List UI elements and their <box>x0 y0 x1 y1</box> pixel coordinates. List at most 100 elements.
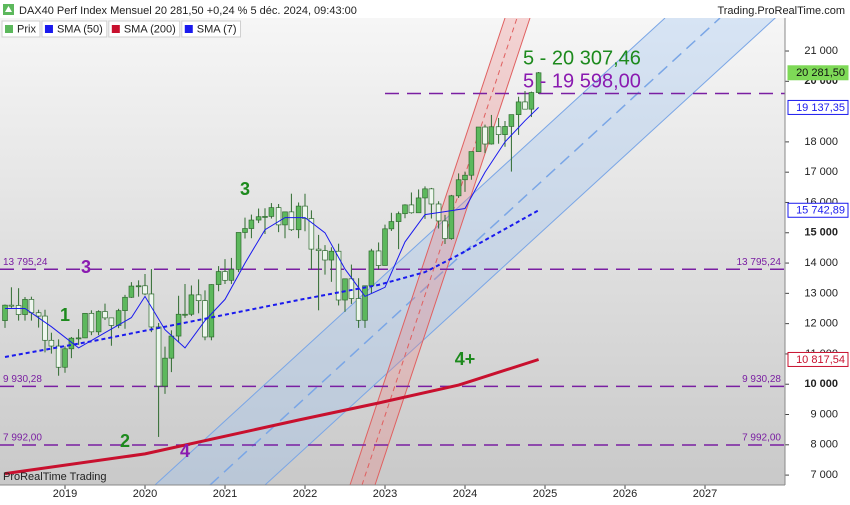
legend-label: SMA (7) <box>197 23 237 35</box>
candle-body <box>168 335 175 359</box>
annotation: 4+ <box>455 349 476 369</box>
legend-swatch <box>44 25 53 33</box>
candle-body <box>108 317 115 326</box>
price-label-box <box>787 99 849 115</box>
annotation: 3 <box>81 257 91 277</box>
candle-body <box>155 326 162 387</box>
x-tick-label: 2019 <box>53 488 77 500</box>
annotation: 1 <box>60 305 70 325</box>
price-label-box <box>787 202 849 218</box>
legend-swatch <box>5 25 13 33</box>
y-tick-label: 8 000 <box>810 439 838 451</box>
sma-line <box>5 107 539 349</box>
candle-body <box>242 228 248 233</box>
legend-box <box>181 20 242 38</box>
candle-body <box>142 285 148 295</box>
legend-swatch <box>111 25 120 33</box>
legend-label: SMA (50) <box>57 23 103 35</box>
candle-body <box>55 345 62 368</box>
level-label: 9 930,28 <box>742 374 781 385</box>
candle-body <box>355 298 362 321</box>
candle-body <box>115 310 122 326</box>
candle-body <box>282 211 288 226</box>
axis-background <box>785 18 850 485</box>
candle-body <box>475 126 482 152</box>
legend-item: SMA (50) <box>41 20 108 38</box>
candle-body <box>395 213 402 222</box>
y-tick-label: 13 000 <box>804 287 838 299</box>
candle-body <box>488 126 495 145</box>
channel-line <box>154 18 666 485</box>
x-tick-label: 2020 <box>133 488 157 500</box>
candle-body <box>408 204 415 214</box>
candle-body <box>28 299 35 314</box>
candle-body <box>162 357 168 387</box>
candle-body <box>342 278 348 301</box>
header-title: DAX40 Perf Index Mensuel 20 281,50 +0,24… <box>19 5 357 17</box>
legend-label: Prix <box>17 23 36 35</box>
channel-line <box>264 18 776 485</box>
candle-body <box>508 114 515 127</box>
candle-body <box>228 269 235 281</box>
x-tick-label: 2022 <box>293 488 317 500</box>
candle-body <box>268 207 275 217</box>
candle-body <box>175 313 182 337</box>
candle-body <box>368 250 375 287</box>
candle-body <box>95 311 102 333</box>
x-tick-label: 2021 <box>213 488 237 500</box>
candle-body <box>422 188 428 199</box>
level-label: 7 992,00 <box>3 433 42 444</box>
up-icon-arrow <box>5 6 12 12</box>
candle-body <box>135 285 142 288</box>
legend-box <box>41 20 108 38</box>
x-tick-label: 2024 <box>453 488 477 500</box>
sma-line <box>4 358 540 476</box>
annotation: 4 <box>180 441 190 461</box>
candle-body <box>75 337 82 340</box>
candle-body <box>248 219 255 229</box>
candle-body <box>415 197 422 214</box>
legend-item: SMA (200) <box>108 20 181 38</box>
trend-channel <box>155 18 785 485</box>
candle-body <box>122 296 128 311</box>
candle-body <box>482 126 488 145</box>
candle-body <box>22 299 28 315</box>
channel-line <box>349 18 506 485</box>
candle-body <box>535 72 542 93</box>
candle-body <box>442 220 448 239</box>
candle-body <box>182 313 188 316</box>
candle-body <box>195 294 202 301</box>
candle-body <box>35 312 42 317</box>
channel-midline <box>209 18 721 485</box>
level-label: 13 795,24 <box>3 257 48 268</box>
candle-body <box>428 188 435 205</box>
candle-body <box>2 304 8 321</box>
candle-body <box>88 312 95 333</box>
candle-body <box>515 101 522 115</box>
price-label-box <box>787 65 849 81</box>
candle-body <box>448 195 455 239</box>
candle-body <box>375 250 382 266</box>
y-tick-label: 21 000 <box>804 45 838 57</box>
candle-body <box>188 294 195 315</box>
candle-body <box>335 250 342 301</box>
candle-body <box>402 204 408 215</box>
annotation: 5 - 19 598,00 <box>523 70 641 92</box>
candle-body <box>302 205 308 219</box>
candle-body <box>275 207 282 226</box>
candle-body <box>522 101 528 110</box>
candle-body <box>382 228 388 266</box>
candle-body <box>42 315 48 341</box>
y-tick-label: 7 000 <box>810 469 838 481</box>
price-label: 15 742,89 <box>796 205 845 217</box>
candle-body <box>222 271 228 281</box>
footer: ProRealTime Trading <box>3 471 107 483</box>
candle-body <box>455 179 462 197</box>
level-label: 13 795,24 <box>737 257 782 268</box>
candle-body <box>328 250 335 261</box>
annotation: 5 - 20 307,46 <box>523 47 641 69</box>
y-tick-label: 9 000 <box>810 408 838 420</box>
candle-body <box>48 339 55 347</box>
